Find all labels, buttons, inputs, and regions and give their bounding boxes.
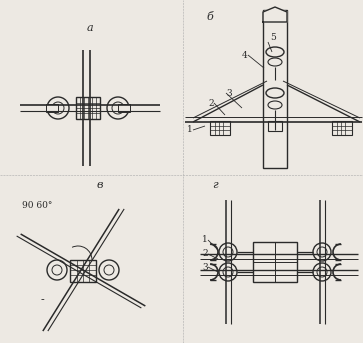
Text: 5: 5 — [270, 34, 276, 43]
Text: а: а — [87, 23, 93, 33]
Circle shape — [219, 263, 237, 281]
Text: 1: 1 — [187, 126, 193, 134]
Text: 2: 2 — [208, 98, 214, 107]
Text: б: б — [207, 12, 213, 22]
Bar — [332, 121, 352, 135]
Circle shape — [313, 263, 331, 281]
Text: г: г — [212, 180, 218, 190]
Circle shape — [219, 243, 237, 261]
Ellipse shape — [266, 88, 284, 98]
Ellipse shape — [268, 58, 282, 66]
Bar — [263, 10, 287, 168]
Polygon shape — [263, 7, 287, 22]
Text: 90 60°: 90 60° — [22, 201, 52, 210]
Bar — [210, 121, 230, 135]
Text: 1: 1 — [202, 236, 208, 245]
Bar — [253, 242, 297, 282]
Bar — [268, 121, 282, 131]
Circle shape — [313, 243, 331, 261]
Text: 3: 3 — [226, 88, 232, 97]
Text: 3: 3 — [203, 262, 208, 272]
Text: -: - — [40, 295, 44, 305]
Ellipse shape — [268, 101, 282, 109]
Bar — [118, 104, 130, 112]
Text: в: в — [97, 180, 103, 190]
Circle shape — [47, 97, 69, 119]
Bar — [46, 104, 58, 112]
Circle shape — [99, 260, 119, 280]
Ellipse shape — [266, 47, 284, 57]
Text: 4: 4 — [242, 50, 248, 59]
Circle shape — [47, 260, 67, 280]
Text: 2: 2 — [203, 249, 208, 259]
Circle shape — [107, 97, 129, 119]
Bar — [70, 260, 96, 282]
Bar — [76, 97, 100, 119]
